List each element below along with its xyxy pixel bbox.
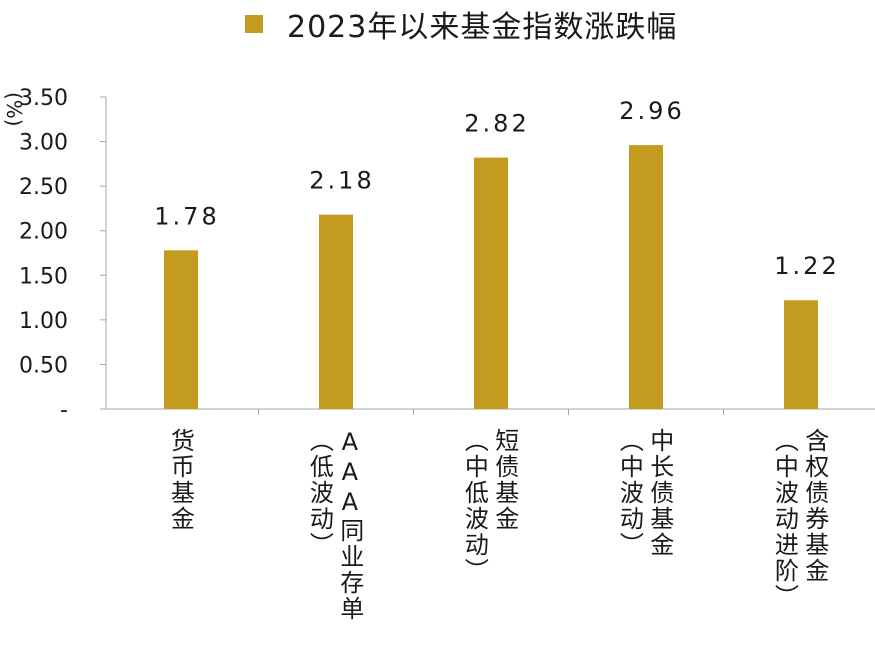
bar (784, 300, 818, 409)
x-tick-label-line: 含权债券基金 (800, 428, 829, 584)
bar (474, 157, 508, 409)
x-tick-label: 短债基金 （中低波动） (460, 428, 519, 584)
x-tick-label-line: 中长债基金 (645, 428, 674, 558)
y-tick-label: 2.00 (19, 220, 68, 245)
bar (164, 250, 198, 409)
x-tick-label-line: AAA同业存单 (335, 428, 364, 622)
x-tick-label-line: （中低波动） (460, 428, 489, 584)
x-tick-label-line: （低波动） (305, 428, 334, 558)
x-tick-label-line: 货币基金 (166, 428, 195, 532)
data-label: 1.22 (774, 252, 839, 280)
data-label: 2.82 (464, 110, 529, 138)
data-label: 2.18 (309, 167, 374, 195)
x-tick-label: 中长债基金 （中波动） (615, 428, 674, 558)
y-tick-label: 0.50 (19, 353, 68, 378)
y-tick-label: 1.50 (19, 264, 68, 289)
legend-label: 2023年以来基金指数涨跌幅 (287, 10, 678, 45)
bar (319, 214, 353, 409)
x-tick-label: AAA同业存单 （低波动） (305, 428, 364, 622)
x-tick-label-line: 短债基金 (490, 428, 519, 532)
legend-swatch (245, 15, 263, 33)
chart-legend: 2023年以来基金指数涨跌幅 (245, 4, 678, 45)
y-tick-label: 2.50 (19, 175, 68, 200)
x-tick-label: 含权债券基金 （中波动进阶） (770, 428, 829, 610)
y-tick-label: 3.50 (19, 86, 68, 111)
y-axis-unit: (%) (2, 92, 26, 127)
y-tick-label: - (60, 398, 68, 423)
data-label: 1.78 (154, 202, 219, 230)
x-tick-label-line: （中波动） (615, 428, 644, 558)
bar (629, 145, 663, 409)
y-tick-label: 3.00 (19, 131, 68, 156)
x-tick-label: 货币基金 (166, 428, 195, 532)
data-label: 2.96 (619, 97, 684, 125)
x-tick-label-line: （中波动进阶） (770, 428, 799, 610)
y-tick-label: 1.00 (19, 309, 68, 334)
